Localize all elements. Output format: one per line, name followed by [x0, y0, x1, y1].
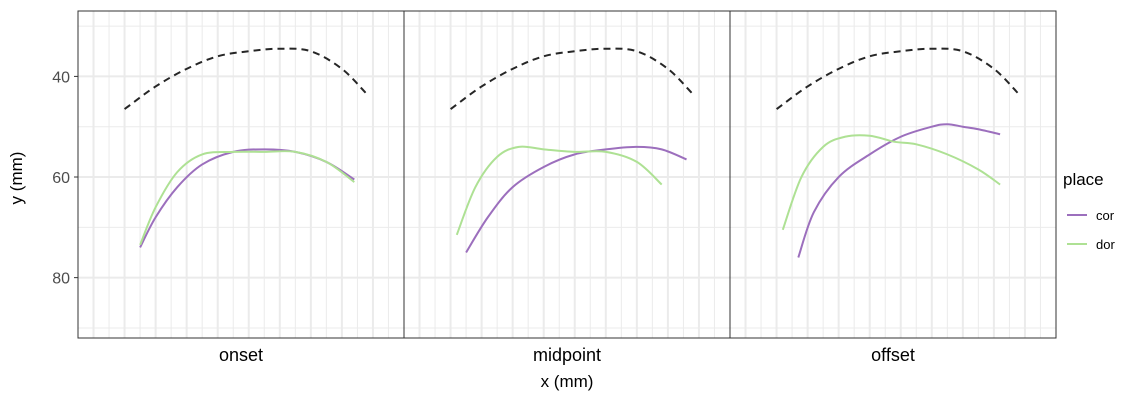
y-axis: 40 60 80	[52, 69, 78, 288]
series-line-reference	[123, 47, 368, 110]
series-line-dor	[139, 150, 355, 246]
legend: place cor dor	[1063, 170, 1115, 252]
x-axis-title: x (mm)	[541, 372, 594, 391]
legend-title: place	[1063, 170, 1104, 189]
series-line-dor	[455, 145, 663, 236]
series-line-cor	[465, 145, 687, 254]
facet-label: midpoint	[533, 345, 601, 365]
facet-label: onset	[219, 345, 263, 365]
panel-frame	[403, 10, 731, 339]
y-axis-title: y (mm)	[7, 152, 26, 205]
panel-frame	[729, 10, 1057, 339]
facet-label: offset	[871, 345, 915, 365]
panel-midpoint: midpoint	[403, 10, 731, 365]
series-line-dor	[781, 134, 1001, 231]
panels: onset midpoint offset	[77, 10, 1057, 365]
y-tick-label: 40	[52, 69, 70, 86]
series-line-reference	[449, 47, 694, 110]
series-line-reference	[775, 47, 1020, 110]
legend-label-dor: dor	[1096, 237, 1115, 252]
panel-onset: onset	[77, 10, 405, 365]
series-line-cor	[139, 148, 355, 248]
y-tick-label: 80	[52, 271, 70, 288]
series-line-cor	[797, 123, 1001, 258]
y-tick-label: 60	[52, 170, 70, 187]
legend-label-cor: cor	[1096, 208, 1115, 223]
panel-frame	[77, 10, 405, 339]
panel-offset: offset	[729, 10, 1057, 365]
